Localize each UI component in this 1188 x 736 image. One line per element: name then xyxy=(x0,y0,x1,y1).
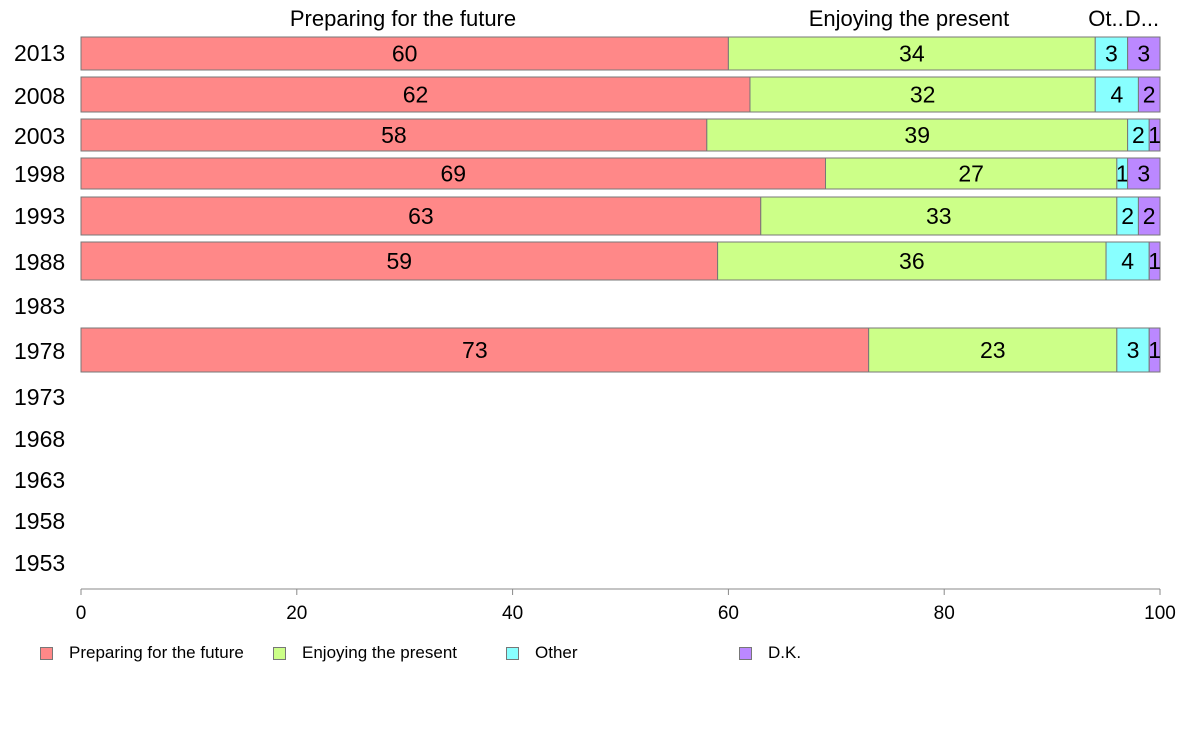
bar-segment xyxy=(1148,241,1161,281)
bar-segment xyxy=(80,157,827,190)
data-label: 1 xyxy=(1148,122,1161,148)
legend-label: Other xyxy=(535,643,578,662)
data-label: 3 xyxy=(1137,161,1150,187)
legend-swatch xyxy=(273,646,286,660)
bar-segment xyxy=(1127,157,1161,190)
data-label: 4 xyxy=(1110,82,1123,108)
y-tick-label: 1953 xyxy=(14,550,65,576)
y-axis: 2013 2008 2003 1998 1993 1988 1983 1978 1973 1968… xyxy=(14,40,65,576)
bar-segment xyxy=(1094,76,1139,113)
legend-item: Enjoying the present xyxy=(273,643,457,663)
data-label: 2 xyxy=(1143,82,1156,108)
y-tick-label: 1968 xyxy=(14,426,65,452)
x-tick-label: 20 xyxy=(286,603,307,624)
x-axis: 0 20 40 60 80 100 xyxy=(76,588,1176,624)
bar-segment xyxy=(1148,118,1161,152)
series-header-label: Enjoying the present xyxy=(809,6,1010,31)
bar-segment xyxy=(1137,76,1161,113)
bar-segment xyxy=(868,327,1118,373)
data-label: 2 xyxy=(1132,122,1145,148)
x-tick-label: 40 xyxy=(502,603,523,624)
bar-segment xyxy=(80,327,870,373)
y-tick-label: 2013 xyxy=(14,40,65,66)
legend: Preparing for the future Enjoying the pre… xyxy=(0,643,1188,665)
bar-segment xyxy=(717,241,1107,281)
legend-label: D.K. xyxy=(768,643,802,662)
data-label: 1 xyxy=(1116,161,1129,187)
x-tick-label: 60 xyxy=(718,603,739,624)
y-tick-label: 1958 xyxy=(14,508,65,534)
bar-segment xyxy=(1105,241,1150,281)
data-label: 39 xyxy=(904,122,930,148)
data-label: 36 xyxy=(899,248,925,274)
series-header-label: Preparing for the future xyxy=(290,6,516,31)
bar-segment xyxy=(825,157,1118,190)
data-label: 1 xyxy=(1148,248,1161,274)
bar-segment xyxy=(1094,36,1129,71)
y-tick-label: 2003 xyxy=(14,123,65,149)
data-label: 1 xyxy=(1148,337,1161,363)
data-label: 34 xyxy=(899,41,925,67)
bar-segment xyxy=(1127,36,1161,71)
data-label: 58 xyxy=(381,122,407,148)
legend-item: D.K. xyxy=(739,643,801,663)
y-tick-label: 1973 xyxy=(14,384,65,410)
legend-label: Preparing for the future xyxy=(69,643,244,662)
bar-segment xyxy=(1148,327,1161,373)
data-label: 2 xyxy=(1143,203,1156,229)
data-label: 63 xyxy=(408,203,434,229)
legend-item: Preparing for the future xyxy=(40,643,244,663)
y-tick-label: 1993 xyxy=(14,203,65,229)
data-label: 59 xyxy=(387,248,413,274)
bar-segment xyxy=(727,36,1096,71)
x-tick-label: 100 xyxy=(1144,603,1176,624)
bar-segment xyxy=(760,196,1118,236)
data-label: 27 xyxy=(958,161,984,187)
x-tick-label: 80 xyxy=(934,603,955,624)
series-header-label: D... xyxy=(1125,6,1159,31)
data-label: 4 xyxy=(1121,248,1134,274)
bar-segment xyxy=(1137,196,1161,236)
bar-segment xyxy=(80,36,729,71)
bars: 60 34 3 362 32 4 258 39 2 169 27 1 363 33 2 259 36 4 173 23… xyxy=(80,36,1161,373)
bar-segment xyxy=(749,76,1096,113)
legend-swatch xyxy=(739,646,752,660)
bar-segment xyxy=(706,118,1129,152)
bar-segment xyxy=(80,241,719,281)
data-label: 69 xyxy=(440,161,466,187)
y-tick-label: 1988 xyxy=(14,249,65,275)
legend-swatch xyxy=(40,646,53,660)
data-label: 23 xyxy=(980,337,1006,363)
legend-swatch xyxy=(506,646,519,660)
y-tick-label: 1983 xyxy=(14,293,65,319)
data-label: 32 xyxy=(910,82,936,108)
series-header-labels: Preparing for the future Enjoying the pre… xyxy=(290,6,1159,31)
data-label: 3 xyxy=(1127,337,1140,363)
y-tick-label: 1998 xyxy=(14,161,65,187)
legend-label: Enjoying the present xyxy=(302,643,457,662)
data-label: 60 xyxy=(392,41,418,67)
data-label: 2 xyxy=(1121,203,1134,229)
y-tick-label: 1978 xyxy=(14,338,65,364)
data-label: 62 xyxy=(403,82,429,108)
data-label: 73 xyxy=(462,337,488,363)
x-tick-label: 0 xyxy=(76,603,87,624)
y-tick-label: 2008 xyxy=(14,83,65,109)
series-header-label: Ot.. xyxy=(1088,6,1123,31)
bar-segment xyxy=(80,76,751,113)
data-label: 3 xyxy=(1105,41,1118,67)
bar-segment xyxy=(80,118,708,152)
legend-item: Other xyxy=(506,643,578,663)
data-label: 33 xyxy=(926,203,952,229)
y-tick-label: 1963 xyxy=(14,467,65,493)
data-label: 3 xyxy=(1137,41,1150,67)
